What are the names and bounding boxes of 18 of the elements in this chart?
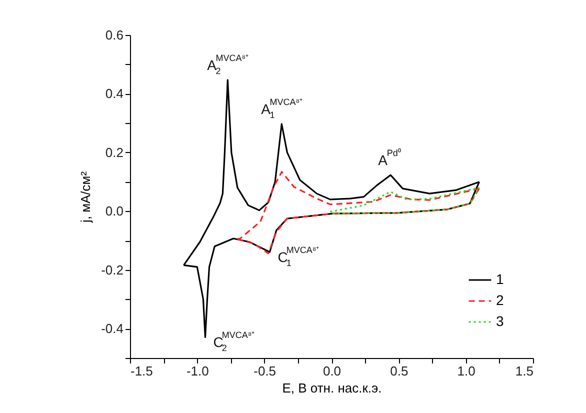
x-tick-label: 1.0	[457, 364, 476, 378]
y-tick-label: -0.4	[101, 321, 124, 336]
x-axis-title: E, В отн. нас.к.э.	[282, 380, 382, 396]
y-tick-label: 0.6	[105, 28, 124, 42]
x-tick-label: -1.5	[130, 364, 153, 378]
y-tick-label: 0.2	[105, 144, 124, 160]
y-tick-label: -0.2	[101, 262, 124, 278]
legend-label: 1	[496, 271, 504, 287]
x-tick-label: 1.5	[515, 364, 534, 378]
x-tick-label: 0.0	[322, 364, 342, 378]
x-tick-label: 0.5	[390, 364, 408, 378]
legend-label: 3	[496, 313, 504, 329]
y-axis-title: j, мА/см²	[78, 170, 94, 224]
y-tick-label: 0.4	[105, 86, 124, 102]
x-tick-label: -0.5	[254, 364, 276, 378]
x-tick-label: -1.0	[186, 364, 209, 378]
y-tick-label: 0.0	[105, 204, 124, 219]
legend-label: 2	[496, 292, 504, 308]
